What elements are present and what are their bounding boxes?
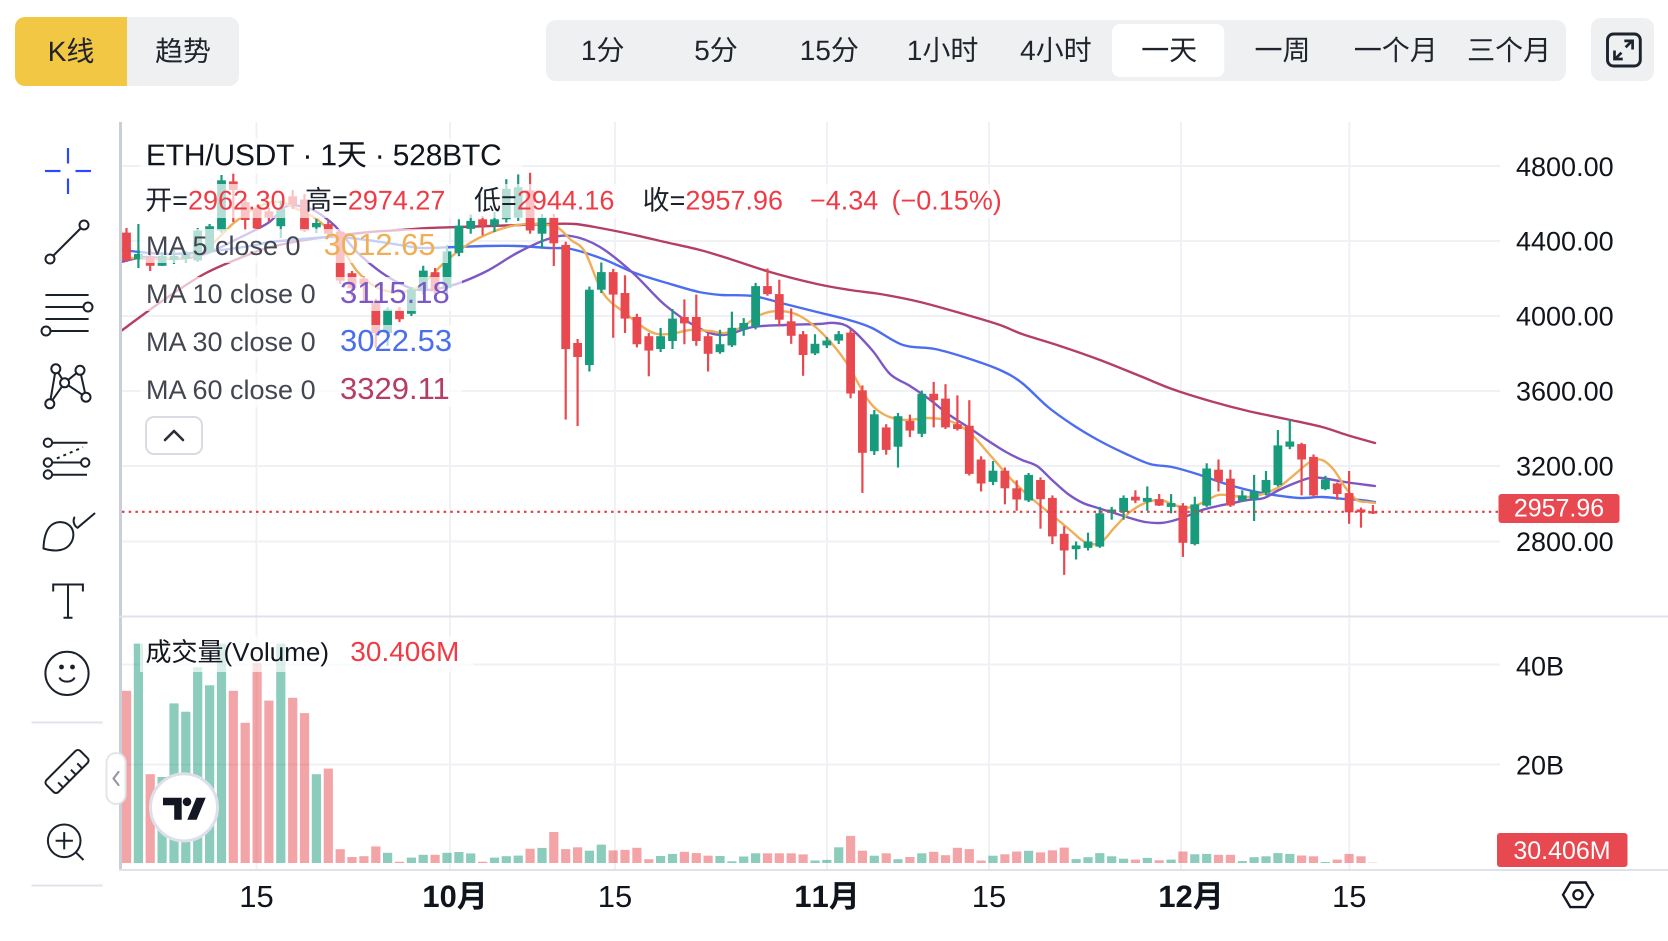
svg-text:3012.65: 3012.65 <box>324 227 436 262</box>
svg-text:2800.00: 2800.00 <box>1516 527 1614 557</box>
svg-text:2957.96: 2957.96 <box>1514 495 1604 523</box>
svg-text:MA 10 close 0: MA 10 close 0 <box>146 279 316 309</box>
svg-text:4400.00: 4400.00 <box>1516 227 1614 257</box>
svg-text:4800.00: 4800.00 <box>1516 152 1614 182</box>
svg-text:15: 15 <box>972 879 1006 914</box>
svg-text:3600.00: 3600.00 <box>1516 377 1614 407</box>
svg-text:30.406M: 30.406M <box>1513 837 1610 865</box>
svg-text:4000.00: 4000.00 <box>1516 302 1614 332</box>
svg-text:15: 15 <box>239 879 273 914</box>
svg-text:MA 5 close 0: MA 5 close 0 <box>146 231 301 261</box>
svg-text:30.406M: 30.406M <box>350 636 459 667</box>
svg-text:40B: 40B <box>1516 652 1564 682</box>
svg-text:3022.53: 3022.53 <box>340 323 452 358</box>
svg-text:MA 60 close 0: MA 60 close 0 <box>146 375 316 405</box>
svg-text:3200.00: 3200.00 <box>1516 452 1614 482</box>
svg-text:15: 15 <box>1332 879 1366 914</box>
svg-text:15: 15 <box>598 879 632 914</box>
svg-text:20B: 20B <box>1516 751 1564 781</box>
svg-text:MA 30 close 0: MA 30 close 0 <box>146 327 316 357</box>
svg-text:3115.18: 3115.18 <box>340 275 450 310</box>
svg-text:3329.11: 3329.11 <box>340 371 450 406</box>
